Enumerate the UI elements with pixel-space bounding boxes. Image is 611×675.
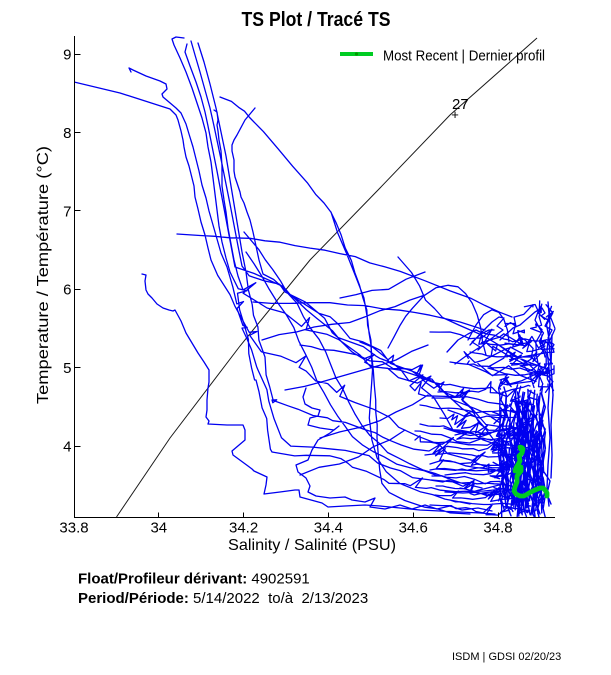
svg-text:+: +: [451, 107, 459, 122]
svg-text:Period/Période: 5/14/2022 to/: Period/Période: 5/14/2022 to/à 2/13/2023: [78, 590, 368, 607]
svg-text:27: 27: [452, 96, 469, 113]
svg-text:5: 5: [63, 360, 71, 377]
svg-text:33.8: 33.8: [59, 520, 88, 537]
svg-text:Salinity / Salinité (PSU): Salinity / Salinité (PSU): [228, 537, 396, 554]
svg-text:34.4: 34.4: [314, 520, 343, 537]
svg-text:ISDM | GDSI 02/20/23: ISDM | GDSI 02/20/23: [452, 651, 561, 663]
svg-text:34: 34: [150, 520, 167, 537]
svg-text:9: 9: [63, 47, 71, 64]
svg-text:6: 6: [63, 282, 71, 299]
svg-text:34.2: 34.2: [229, 520, 258, 537]
svg-text:4: 4: [63, 439, 71, 456]
svg-text:Float/Profileur dérivant: 4902: Float/Profileur dérivant: 4902591: [78, 571, 310, 588]
svg-text:TS Plot / Tracé TS: TS Plot / Tracé TS: [242, 9, 391, 31]
svg-text:Temperature / Température (°C): Temperature / Température (°C): [35, 146, 52, 404]
svg-text:34.8: 34.8: [483, 520, 512, 537]
svg-text:Most Recent | Dernier profil: Most Recent | Dernier profil: [383, 48, 545, 65]
svg-text:34.6: 34.6: [399, 520, 428, 537]
svg-text:8: 8: [63, 125, 71, 142]
svg-text:7: 7: [63, 203, 71, 220]
